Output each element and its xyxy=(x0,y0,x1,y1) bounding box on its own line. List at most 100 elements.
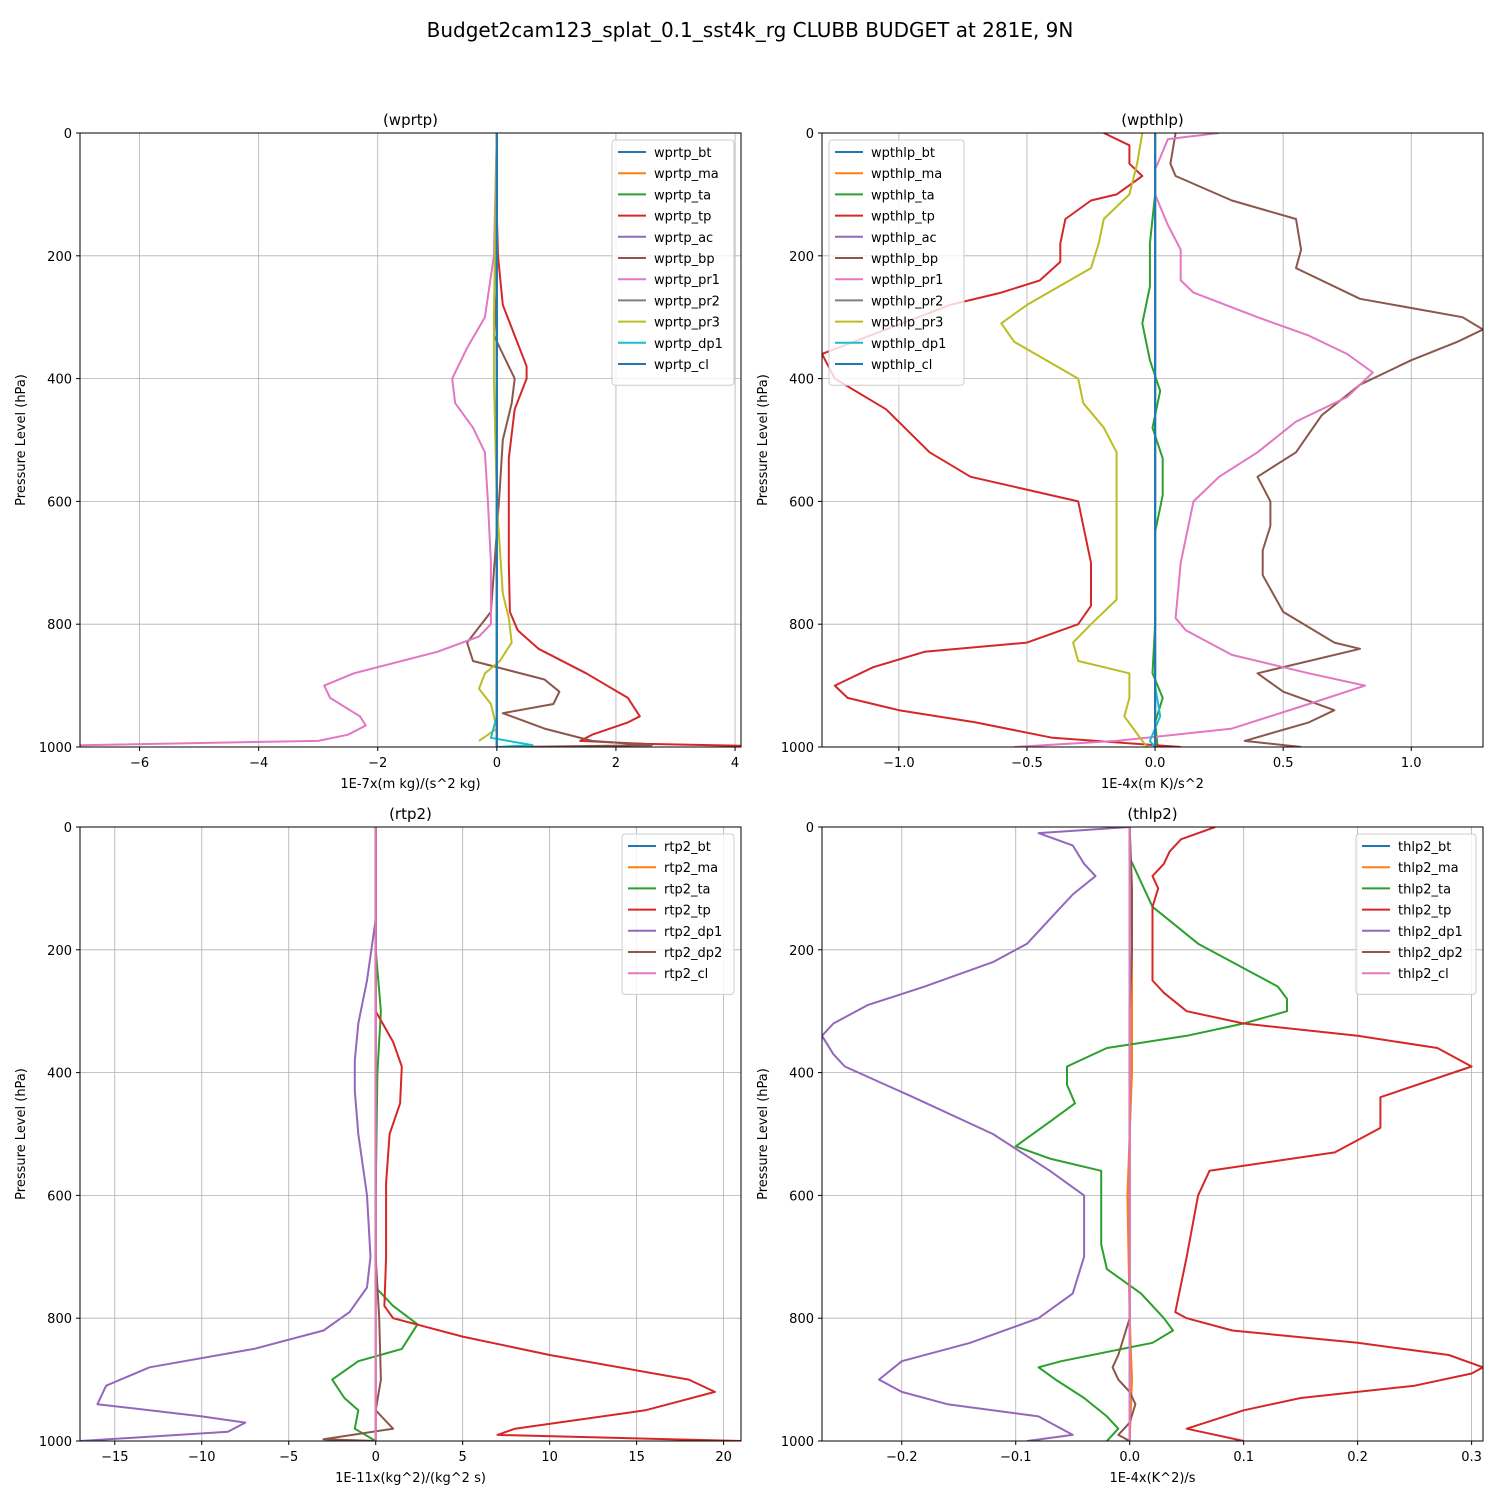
legend-entry: wprtp_cl xyxy=(654,358,709,373)
axes-frame xyxy=(821,132,1484,748)
y-tick-label: 200 xyxy=(789,250,814,265)
y-tick-label: 1000 xyxy=(39,741,72,756)
panel-title: (wprtp) xyxy=(383,111,438,129)
x-tick-label: 5 xyxy=(459,1450,467,1465)
y-tick-label: 1000 xyxy=(781,1435,814,1450)
y-tick-label: 0 xyxy=(64,821,72,836)
y-tick-label: 600 xyxy=(789,1189,814,1204)
x-tick-label: −1.0 xyxy=(883,756,915,771)
legend-entry: rtp2_dp2 xyxy=(664,946,722,961)
x-tick-label: −10 xyxy=(188,1450,215,1465)
series-group xyxy=(80,133,741,747)
series-line-wprtp_tp xyxy=(495,212,741,747)
legend-entry: thlp2_dp2 xyxy=(1398,946,1463,961)
y-tick-label: 200 xyxy=(789,944,814,959)
axes-frame xyxy=(79,132,742,748)
y-tick-label: 400 xyxy=(789,1067,814,1082)
legend-entry: wprtp_dp1 xyxy=(654,337,723,352)
legend-entry: rtp2_cl xyxy=(664,967,708,982)
y-tick-label: 200 xyxy=(47,944,72,959)
y-axis-label: Pressure Level (hPa) xyxy=(14,1068,29,1200)
axes-frame xyxy=(79,826,742,1442)
y-tick-label: 600 xyxy=(789,495,814,510)
legend-entry: rtp2_dp1 xyxy=(664,925,722,940)
series-line-wpthlp_pr1 xyxy=(1014,133,1374,747)
x-tick-label: 0.3 xyxy=(1461,1450,1482,1465)
panel-2: −15 −10 −5 0 5 10 15 2002004006008001000(rtp2)1… xyxy=(14,805,742,1486)
legend-entry: rtp2_ta xyxy=(664,882,711,897)
y-axis-label: Pressure Level (hPa) xyxy=(756,1068,771,1200)
legend-entry: thlp2_ta xyxy=(1398,882,1451,897)
legend-entry: wprtp_ta xyxy=(654,188,711,203)
legend-entry: wprtp_tp xyxy=(654,210,711,225)
x-tick-label: 15 xyxy=(628,1450,645,1465)
x-tick-label: 20 xyxy=(715,1450,732,1465)
x-axis-label: 1E-4x(K^2)/s xyxy=(1109,1471,1195,1486)
series-line-wprtp_bp xyxy=(466,212,653,747)
series-group xyxy=(822,827,1483,1441)
legend: wpthlp_bt wpthlp_ma wpthlp_ta wpthlp_tpwpth… xyxy=(828,139,965,386)
x-tick-label: 0.0 xyxy=(1145,756,1166,771)
legend-entry: wpthlp_tp xyxy=(871,210,935,225)
panel-0: −6 −4 −2 0 2 4 0 200 400 600 800 1000 (wprtp) 1E-7x(m… xyxy=(14,111,742,792)
series-group xyxy=(822,133,1483,747)
x-tick-label: −2 xyxy=(368,756,387,771)
legend-entry: rtp2_tp xyxy=(664,904,711,919)
legend-entry: wprtp_ac xyxy=(654,231,713,246)
x-axis-label: 1E-11x(kg^2)/(kg^2 s) xyxy=(335,1471,486,1486)
legend-box xyxy=(611,139,735,386)
legend-entry: wpthlp_bp xyxy=(871,252,938,267)
series-line-wpthlp_tp xyxy=(822,133,1181,747)
legend: rtp2_bt rtp2_ma rtp2_ta rtp2_tp rtp2_dp1 rtp2… xyxy=(621,833,735,995)
x-tick-label: 0.5 xyxy=(1273,756,1294,771)
legend: wprtp_bt wprtp_ma wprtp_ta wprtp_tp wprtp_ac… xyxy=(611,139,735,386)
legend-entry: wpthlp_dp1 xyxy=(871,337,946,352)
legend-entry: wpthlp_bt xyxy=(871,146,935,161)
x-tick-label: −4 xyxy=(249,756,268,771)
x-tick-label: 2 xyxy=(612,756,620,771)
legend-entry: wpthlp_ta xyxy=(871,188,935,203)
y-tick-label: 600 xyxy=(47,495,72,510)
series-line-rtp2_dp1 xyxy=(80,827,377,1441)
y-tick-label: 1000 xyxy=(781,741,814,756)
series-group xyxy=(80,827,741,1441)
panel-title: (wpthlp) xyxy=(1121,111,1184,129)
series-line-wpthlp_pr3 xyxy=(1000,133,1149,747)
x-tick-label: 10 xyxy=(541,1450,558,1465)
x-tick-label: 0 xyxy=(493,756,501,771)
y-tick-label: 0 xyxy=(64,127,72,142)
panel-title: (thlp2) xyxy=(1127,805,1177,823)
x-tick-label: 1.0 xyxy=(1401,756,1422,771)
y-tick-label: 800 xyxy=(47,1312,72,1327)
legend-box xyxy=(1355,833,1477,995)
legend-entry: wpthlp_pr2 xyxy=(871,294,943,309)
panel-1: −1.0 −0.5 0.0 0.5 1.0 0 200 400 600 800 1000 (wpthl… xyxy=(756,111,1484,792)
y-tick-label: 1000 xyxy=(39,1435,72,1450)
series-line-thlp2_dp2 xyxy=(1111,827,1137,1441)
panel-3: −0.2 −0.1 0.0 0.1 0.2 0.3 0 200 400 600 800 1000 (th… xyxy=(756,805,1484,1486)
legend-entry: rtp2_bt xyxy=(664,840,711,855)
x-tick-label: 0.1 xyxy=(1233,1450,1254,1465)
legend-entry: wprtp_pr2 xyxy=(654,294,720,309)
y-axis-label: Pressure Level (hPa) xyxy=(14,374,29,506)
x-tick-label: 0.0 xyxy=(1119,1450,1140,1465)
legend-entry: rtp2_ma xyxy=(664,861,718,876)
x-tick-label: 4 xyxy=(731,756,739,771)
series-line-wpthlp_bp xyxy=(1169,133,1483,747)
panel-title: (rtp2) xyxy=(389,805,432,823)
x-tick-label: −15 xyxy=(101,1450,128,1465)
legend-entry: thlp2_dp1 xyxy=(1398,925,1463,940)
figure-title: Budget2cam123_splat_0.1_sst4k_rg CLUBB B… xyxy=(427,18,1074,42)
y-tick-label: 800 xyxy=(47,618,72,633)
axes-frame xyxy=(821,826,1484,1442)
y-tick-label: 400 xyxy=(47,373,72,388)
series-line-thlp2_dp1 xyxy=(822,827,1130,1441)
series-line-wpthlp_ta xyxy=(1141,133,1164,747)
legend-entry: thlp2_ma xyxy=(1398,861,1459,876)
x-tick-label: −0.2 xyxy=(886,1450,918,1465)
series-line-wprtp_pr1 xyxy=(80,133,498,747)
legend: thlp2_bt thlp2_ma thlp2_ta thlp2_tp thlp2_dp… xyxy=(1355,833,1477,995)
legend-entry: wpthlp_ma xyxy=(871,167,942,182)
legend-entry: thlp2_bt xyxy=(1398,840,1451,855)
